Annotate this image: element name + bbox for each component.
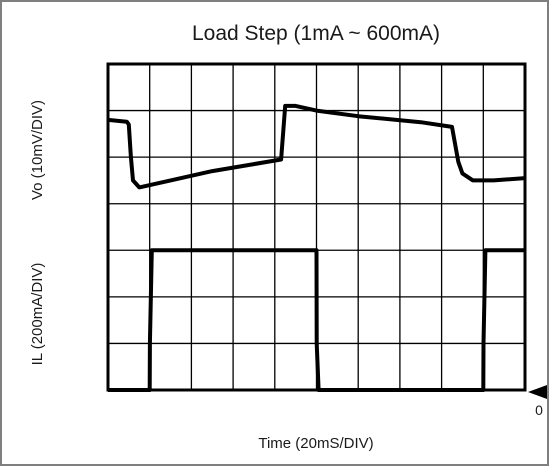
series-line-il: [108, 248, 525, 392]
traces: [107, 103, 526, 392]
chart-title: Load Step (1mA ~ 600mA): [192, 22, 440, 45]
plot-border: [106, 62, 527, 392]
zero-level-label: 0: [535, 402, 543, 418]
zero-level-marker-icon: [528, 385, 547, 399]
series-line-vo: [107, 103, 526, 190]
x-axis-label: Time (20mS/DIV): [258, 435, 373, 452]
y-axis-label-bottom: IL (200mA/DIV): [29, 263, 46, 366]
y-axis-label-top: Vo (10mV/DIV): [29, 100, 46, 200]
